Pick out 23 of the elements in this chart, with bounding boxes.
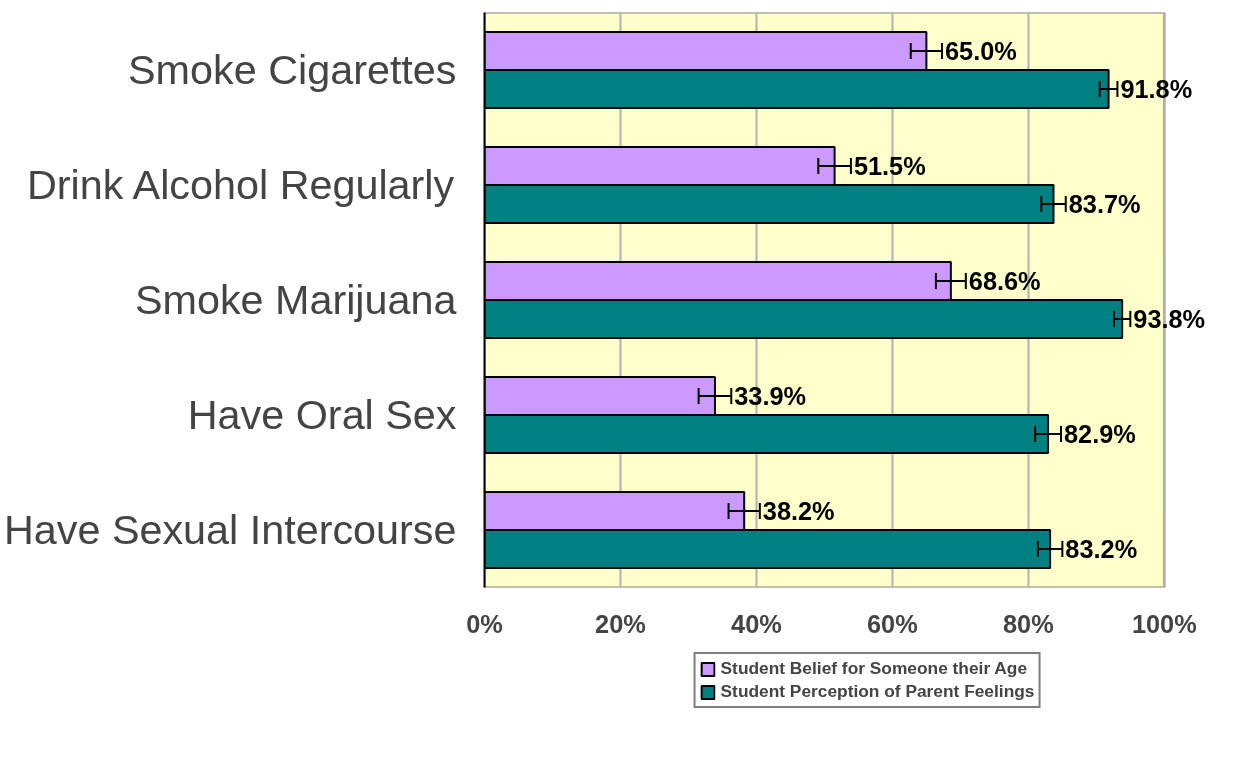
data-label: 65.0%: [945, 37, 1017, 66]
x-tick-label: 40%: [731, 609, 782, 638]
data-label: 38.2%: [762, 497, 835, 526]
y-tick-label: Drink Alcohol Regularly: [26, 162, 455, 208]
x-tick-label: 0%: [466, 609, 503, 638]
x-tick-label: 100%: [1131, 609, 1197, 638]
y-tick-label: Smoke Marijuana: [134, 277, 457, 323]
data-label: 91.8%: [1120, 74, 1193, 103]
data-label: 82.9%: [1063, 419, 1136, 448]
y-tick-label: Have Sexual Intercourse: [3, 507, 457, 553]
data-label: 68.6%: [968, 267, 1041, 296]
data-label: 83.7%: [1068, 189, 1141, 218]
x-tick-label: 20%: [595, 609, 646, 638]
x-tick-label: 80%: [1003, 609, 1054, 638]
y-tick-label: Have Oral Sex: [187, 392, 457, 438]
data-label: 51.5%: [853, 152, 926, 181]
y-tick-label: Smoke Cigarettes: [128, 47, 457, 93]
x-tick-label: 60%: [867, 609, 918, 638]
data-label: 83.2%: [1065, 534, 1138, 563]
data-label: 93.8%: [1133, 304, 1206, 333]
legend-label: Student Perception of Parent Feelings: [720, 681, 1035, 702]
legend-label: Student Belief for Someone their Age: [720, 658, 1028, 679]
data-label: 33.9%: [734, 382, 807, 411]
